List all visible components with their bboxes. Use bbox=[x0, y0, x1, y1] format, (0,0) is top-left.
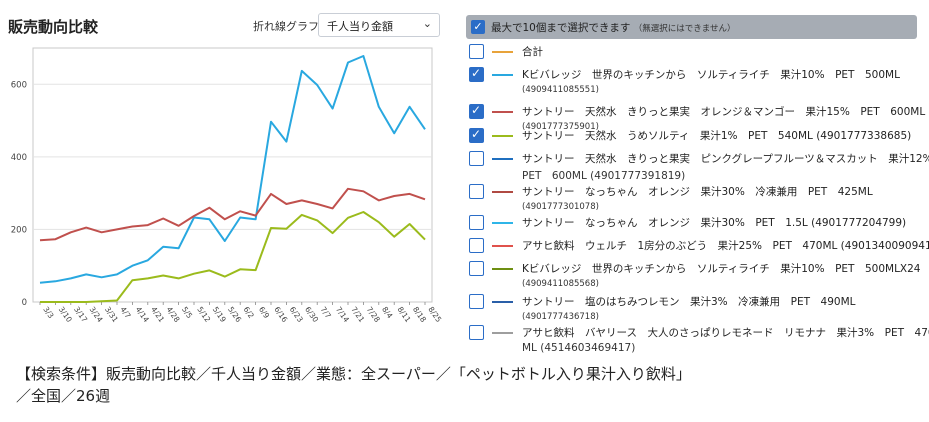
x-tick-label: 6/23 bbox=[288, 305, 305, 324]
series-color-swatch bbox=[492, 111, 513, 113]
series-color-swatch bbox=[492, 222, 513, 224]
x-tick-label: 3/10 bbox=[57, 305, 74, 324]
series-color-swatch bbox=[492, 135, 513, 137]
series-checkbox[interactable] bbox=[469, 294, 484, 309]
series-color-swatch bbox=[492, 51, 513, 53]
series-label: アサヒ飲料 ウェルチ 1房分のぶどう 果汁25% PET 470ML (4901… bbox=[522, 240, 929, 252]
x-tick-label: 3/3 bbox=[41, 305, 55, 320]
x-tick-label: 3/24 bbox=[88, 305, 105, 324]
series-checkbox[interactable] bbox=[469, 66, 484, 82]
series-color-swatch bbox=[492, 158, 513, 160]
metric-select[interactable]: 千人当り金額 ⌄ bbox=[318, 13, 440, 37]
legend-header-text: 最大で10個まで選択できます （無選択にはできません） bbox=[491, 20, 735, 35]
x-tick-label: 8/25 bbox=[426, 305, 443, 324]
series-label: アサヒ飲料 バヤリース 大人のさっぱりレモネード リモナナ 果汁3% PET 4… bbox=[522, 327, 929, 339]
series-label-code: (4901777375901) bbox=[522, 122, 599, 132]
series-checkbox[interactable] bbox=[469, 44, 484, 59]
x-tick-label: 4/28 bbox=[165, 305, 182, 324]
series-checkbox[interactable] bbox=[469, 261, 484, 276]
x-tick-label: 4/21 bbox=[149, 305, 166, 324]
plot-area bbox=[32, 47, 433, 303]
legend-header-main: 最大で10個まで選択できます bbox=[491, 22, 631, 34]
x-tick-label: 6/9 bbox=[257, 305, 271, 320]
series-label-code: (4901777436718) bbox=[522, 312, 599, 322]
search-criteria-line2: ／全国／26週 bbox=[16, 387, 111, 405]
series-label: Kビバレッジ 世界のキッチンから ソルティライチ 果汁10% PET 500ML… bbox=[522, 263, 921, 275]
legend-header-note: （無選択にはできません） bbox=[633, 24, 736, 34]
series-label-code: (4909411085551) bbox=[522, 85, 599, 95]
chart-type-label: 折れ線グラフ bbox=[253, 20, 319, 33]
series-label: Kビバレッジ 世界のキッチンから ソルティライチ 果汁10% PET 500ML bbox=[522, 69, 900, 81]
series-label: サントリー 天然水 きりっと果実 ピンクグレープフルーツ＆マスカット 果汁12% bbox=[522, 153, 929, 165]
series-color-swatch bbox=[492, 301, 513, 303]
y-tick-label: 0 bbox=[22, 298, 27, 308]
metric-select-value: 千人当り金額 bbox=[327, 20, 393, 33]
y-tick-label: 400 bbox=[11, 153, 27, 163]
series-label: サントリー なっちゃん オレンジ 果汁30% PET 1.5L (4901777… bbox=[522, 217, 907, 229]
series-checkbox[interactable] bbox=[469, 127, 484, 143]
search-criteria: 【検索条件】販売動向比較／千人当り金額／業態：全スーパー／「ペットボトル入り果汁… bbox=[16, 363, 916, 407]
x-tick-label: 5/19 bbox=[211, 305, 228, 324]
x-tick-label: 8/11 bbox=[396, 305, 413, 324]
series-line bbox=[40, 211, 426, 303]
chevron-down-icon: ⌄ bbox=[422, 17, 432, 30]
series-checkbox[interactable] bbox=[469, 215, 484, 230]
series-label: 合計 bbox=[522, 46, 543, 58]
series-checkbox[interactable] bbox=[469, 151, 484, 166]
series-label: サントリー 塩のはちみつレモン 果汁3% 冷凍兼用 PET 490ML bbox=[522, 296, 856, 308]
series-label: サントリー 天然水 うめソルティ 果汁1% PET 540ML (4901777… bbox=[522, 130, 912, 142]
series-label: サントリー なっちゃん オレンジ 果汁30% 冷凍兼用 PET 425ML bbox=[522, 186, 873, 198]
series-color-swatch bbox=[492, 245, 513, 247]
series-checkbox[interactable] bbox=[469, 184, 484, 199]
select-all-checkbox[interactable]: ✓ bbox=[471, 20, 485, 34]
series-line bbox=[39, 55, 426, 284]
series-color-swatch bbox=[492, 332, 513, 334]
y-tick-label: 200 bbox=[11, 225, 27, 235]
series-checkbox[interactable] bbox=[469, 238, 484, 253]
x-tick-label: 5/12 bbox=[195, 305, 212, 324]
series-label-code: ML (4514603469417) bbox=[522, 342, 636, 354]
x-tick-label: 3/17 bbox=[72, 305, 89, 324]
x-tick-label: 6/16 bbox=[272, 305, 289, 324]
x-tick-label: 8/18 bbox=[411, 305, 428, 324]
series-label-code: (4909411085568) bbox=[522, 279, 599, 289]
x-tick-label: 6/30 bbox=[303, 305, 320, 324]
x-tick-label: 5/26 bbox=[226, 305, 243, 324]
series-color-swatch bbox=[492, 74, 513, 76]
series-label-code: PET 600ML (4901777391819) bbox=[522, 170, 686, 182]
x-tick-label: 4/14 bbox=[134, 305, 151, 324]
series-label: サントリー 天然水 きりっと果実 オレンジ＆マンゴー 果汁15% PET 600… bbox=[522, 106, 926, 118]
x-tick-label: 7/28 bbox=[365, 305, 382, 324]
page-title: 販売動向比較 bbox=[8, 18, 99, 36]
series-label-code: (4901777301078) bbox=[522, 202, 599, 212]
x-tick-label: 7/21 bbox=[349, 305, 366, 324]
y-tick-label: 600 bbox=[11, 80, 27, 90]
search-criteria-line1: 【検索条件】販売動向比較／千人当り金額／業態：全スーパー／「ペットボトル入り果汁… bbox=[16, 365, 691, 383]
series-color-swatch bbox=[492, 268, 513, 270]
series-checkbox[interactable] bbox=[469, 103, 484, 119]
x-tick-label: 7/14 bbox=[334, 305, 351, 324]
series-line bbox=[39, 187, 426, 242]
series-color-swatch bbox=[492, 191, 513, 193]
legend-header: ✓ 最大で10個まで選択できます （無選択にはできません） bbox=[466, 15, 917, 39]
series-checkbox[interactable] bbox=[469, 325, 484, 340]
x-tick-label: 3/31 bbox=[103, 305, 120, 324]
